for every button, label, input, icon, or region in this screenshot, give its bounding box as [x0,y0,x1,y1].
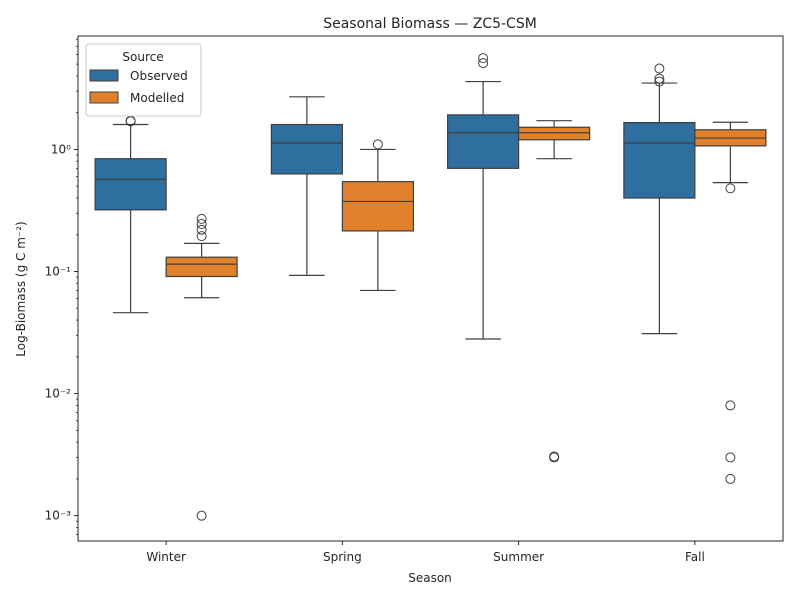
plot-frame [77,35,784,542]
outlier-point [196,510,207,521]
y-tick-label: 10⁰ [51,142,71,156]
outlier-point [654,73,665,84]
box-modelled-fall [694,121,767,484]
outlier-point [725,183,736,194]
outlier-point [196,219,207,230]
iqr-box [518,126,591,141]
iqr-box [270,123,343,175]
legend-swatch-modelled [89,91,119,104]
outlier-point [196,231,207,242]
box-modelled-summer [518,120,591,463]
outlier-point [478,58,489,69]
x-axis: Winter Spring Summer Fall [146,541,705,564]
y-tick-label: 10⁻¹ [45,265,72,279]
iqr-box [94,158,167,211]
legend-label-modelled: Modelled [130,91,184,105]
legend-swatch-observed [89,69,119,82]
box-modelled-winter [165,213,238,521]
box-observed-fall [623,63,696,335]
chart-title: Seasonal Biomass — ZC5-CSM [323,16,537,32]
outlier-point [654,76,665,87]
iqr-box [623,121,696,199]
outlier-point [725,473,736,484]
outlier-point [549,451,560,462]
iqr-box [165,256,238,278]
outlier-point [654,63,665,74]
x-tick-label: Spring [323,550,362,564]
box-observed-spring [270,96,343,276]
legend-title: Source [122,50,163,64]
x-axis-label: Season [408,571,452,585]
legend-entries: Observed Modelled [89,69,188,105]
plot-area [94,53,767,521]
iqr-box [341,181,414,232]
y-tick-label: 10⁻² [45,387,72,401]
outlier-point [125,115,136,126]
outlier-point [478,53,489,64]
box-observed-summer [447,53,520,340]
outlier-point [725,452,736,463]
x-tick-label: Summer [493,550,544,564]
legend-label-observed: Observed [130,69,188,83]
iqr-box [447,114,520,169]
outlier-point [196,224,207,235]
y-axis: 10⁻³ 10⁻² 10⁻¹ 10⁰ [45,38,78,535]
x-tick-label: Fall [685,550,705,564]
y-tick-label: 10⁻³ [45,509,72,523]
box-observed-winter [94,115,167,314]
outlier-point [196,213,207,224]
y-axis-label: Log-Biomass (g C m⁻²) [14,221,28,356]
legend: Source Observed Modelled [85,43,202,117]
outlier-point [372,139,383,150]
box-modelled-spring [341,139,414,292]
x-tick-label: Winter [146,550,186,564]
outlier-point [725,400,736,411]
